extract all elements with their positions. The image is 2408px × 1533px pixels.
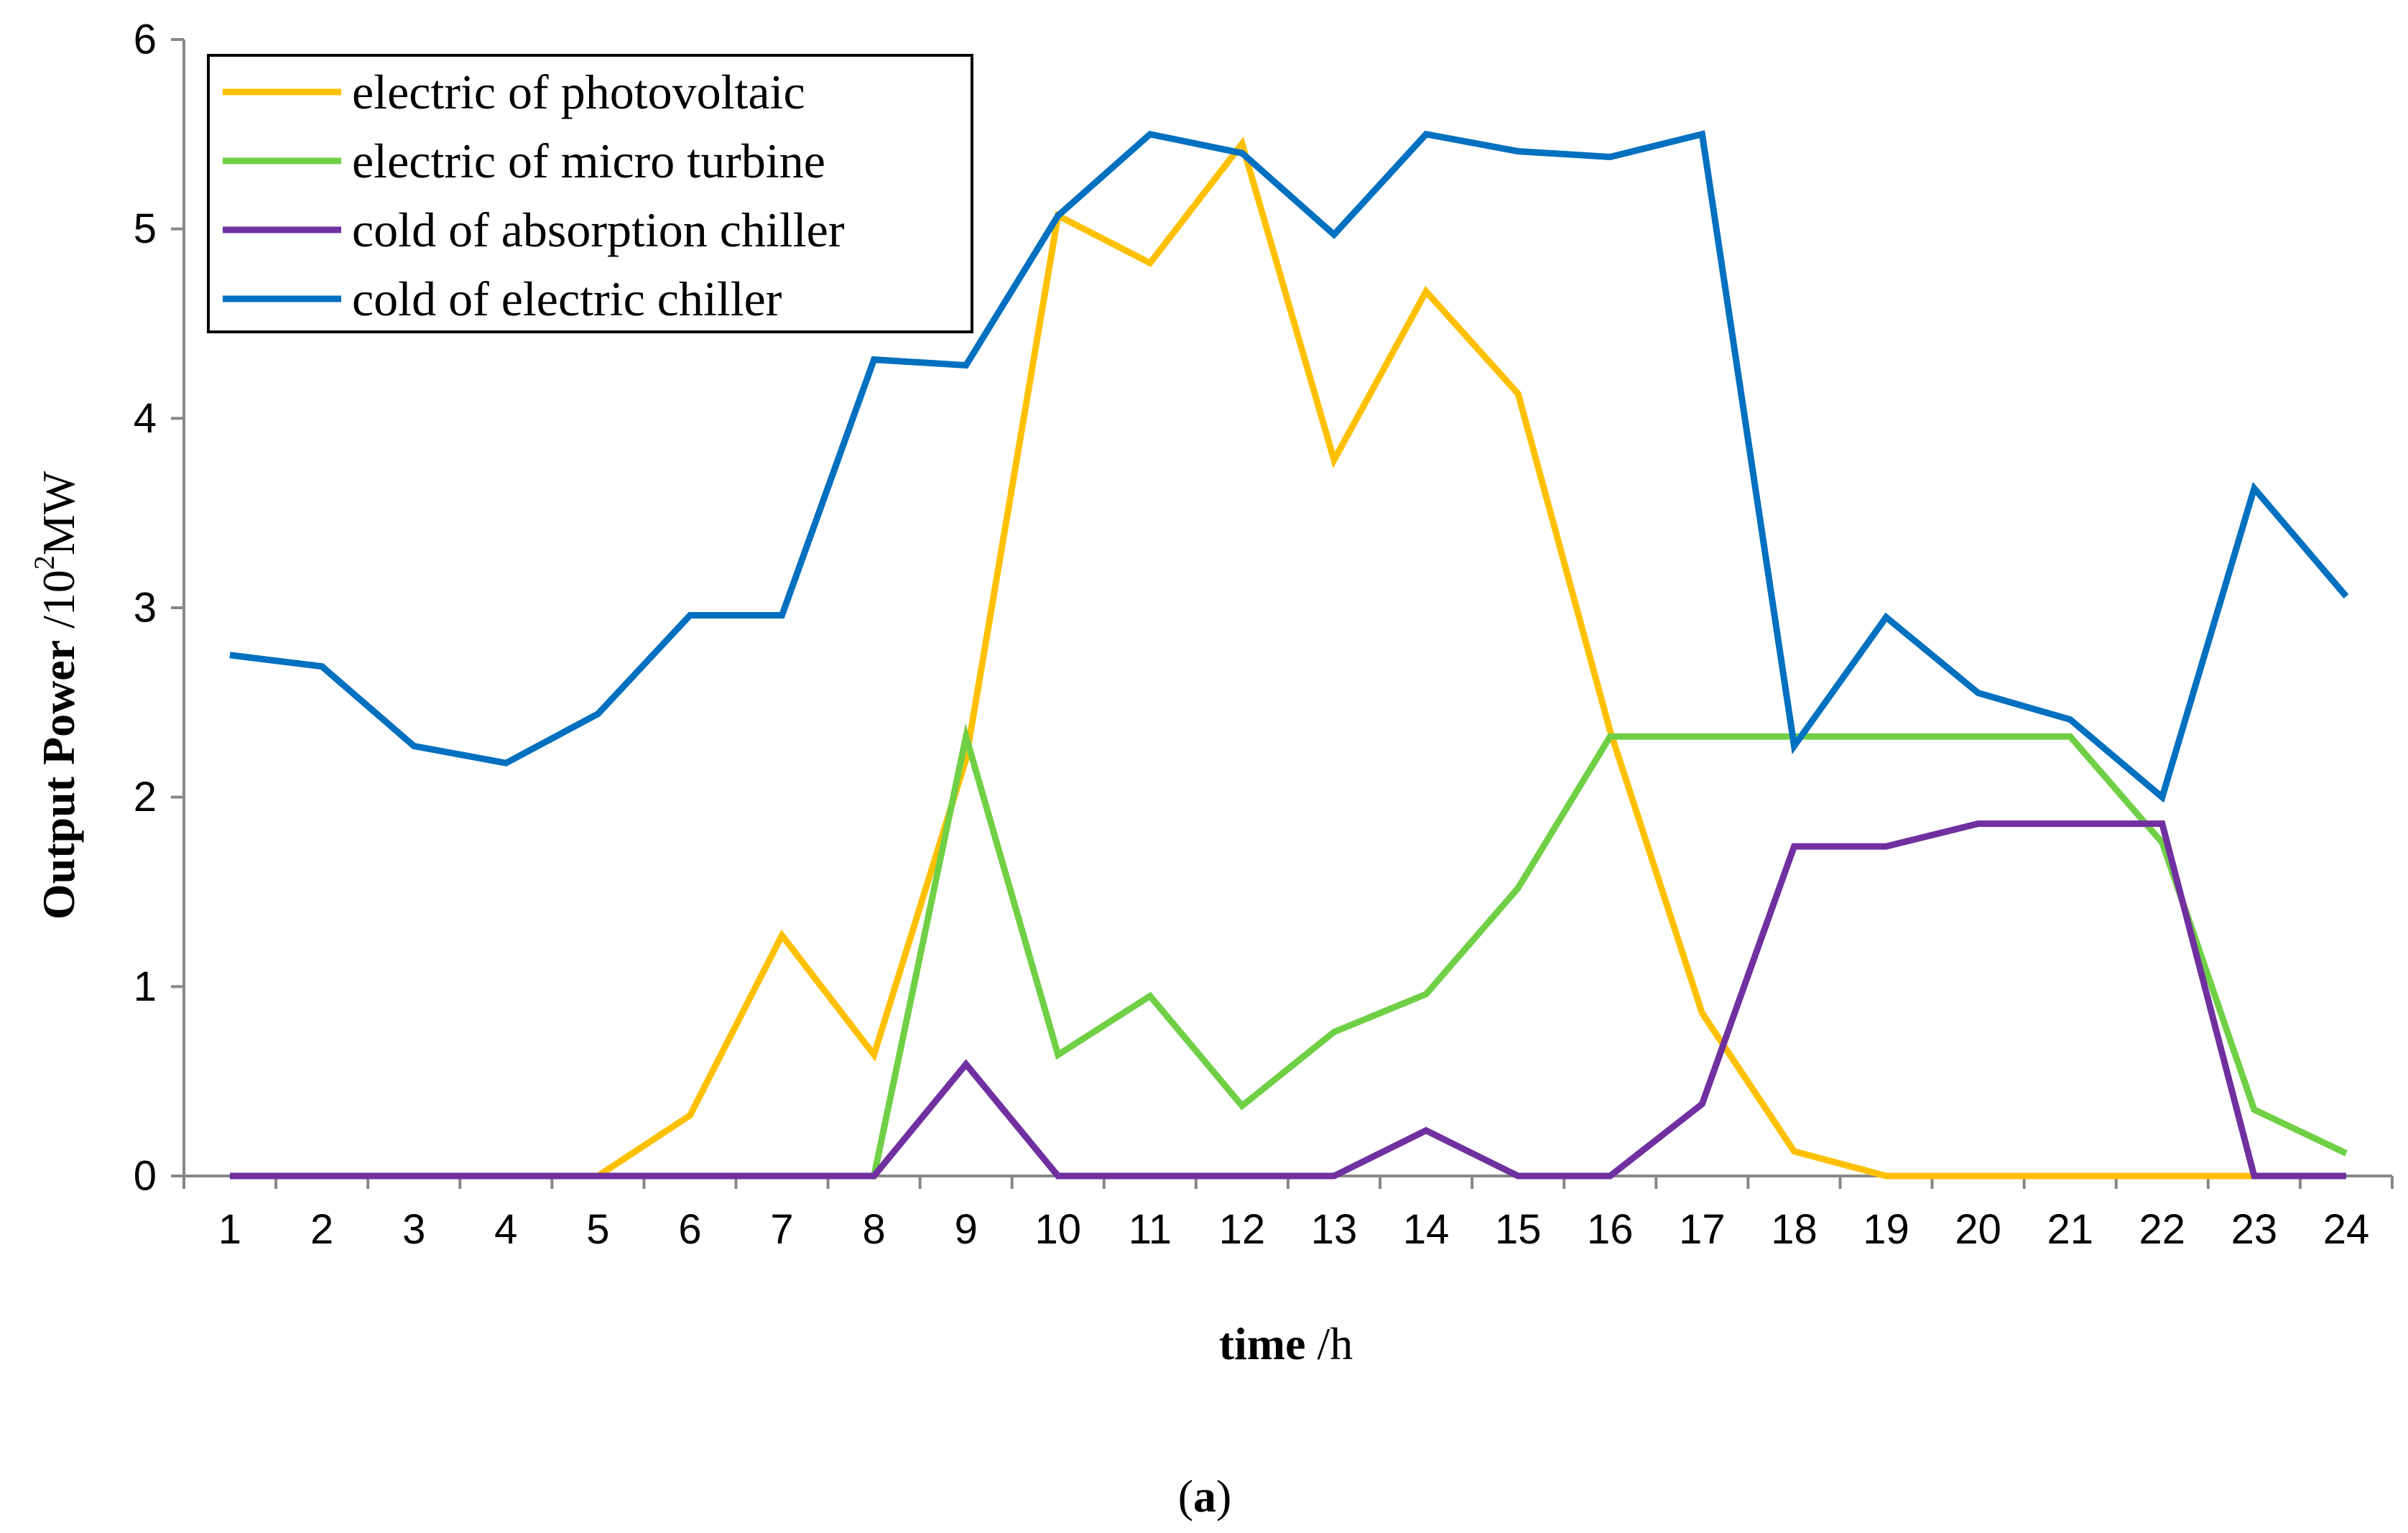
- legend-label-cold-of-electric-chiller: cold of electric chiller: [352, 272, 782, 326]
- series-line-cold-of-electric-chiller: [229, 130, 2349, 803]
- y-tick-label: 1: [134, 963, 157, 1010]
- legend-label-electric-of-micro-turbine: electric of micro turbine: [352, 134, 825, 188]
- x-tick-label: 7: [770, 1206, 793, 1253]
- x-tick-label: 8: [862, 1206, 885, 1253]
- figure-caption: (a): [1178, 1471, 1232, 1522]
- x-tick-label: 2: [310, 1206, 333, 1253]
- x-tick-label: 19: [1863, 1206, 1909, 1253]
- x-tick-label: 16: [1587, 1206, 1634, 1253]
- x-tick-label: 6: [678, 1206, 701, 1253]
- x-tick-label: 13: [1311, 1206, 1358, 1253]
- x-tick-label: 24: [2323, 1206, 2370, 1253]
- series-line-cold-of-absorption-chiller: [230, 820, 2346, 1180]
- x-tick-label: 14: [1403, 1206, 1450, 1253]
- series-line-electric-of-micro-turbine: [230, 723, 2348, 1180]
- x-tick-label: 4: [494, 1206, 517, 1253]
- x-tick-label: 22: [2139, 1206, 2186, 1253]
- x-tick-label: 17: [1679, 1206, 1726, 1253]
- x-tick-label: 15: [1495, 1206, 1542, 1253]
- x-tick-label: 21: [2047, 1206, 2093, 1253]
- x-axis-title: time /h: [1219, 1318, 1353, 1369]
- y-tick-label: 0: [134, 1153, 157, 1200]
- legend-items: electric of photovoltaic electric of micr…: [223, 65, 845, 326]
- y-tick-label: 6: [134, 17, 157, 63]
- x-tick-label: 23: [2231, 1206, 2278, 1253]
- series-lines: [229, 130, 2349, 1180]
- legend: electric of photovoltaic electric of micr…: [207, 54, 973, 333]
- x-tick-label: 5: [586, 1206, 609, 1253]
- x-tick-label: 20: [1955, 1206, 2001, 1253]
- x-tick-label: 1: [218, 1206, 241, 1253]
- x-tick-label: 18: [1771, 1206, 1817, 1253]
- y-tick-label: 4: [134, 395, 157, 442]
- y-tick-label: 2: [134, 774, 157, 820]
- legend-label-electric-of-photovoltaic: electric of photovoltaic: [352, 65, 805, 119]
- x-tick-label: 3: [402, 1206, 425, 1253]
- y-tick-label: 5: [134, 205, 157, 252]
- x-tick-label: 12: [1219, 1206, 1266, 1253]
- x-tick-label: 10: [1035, 1206, 1082, 1253]
- x-tick-label: 9: [955, 1206, 978, 1253]
- legend-box: [207, 54, 973, 333]
- x-tick-label: 11: [1129, 1206, 1172, 1253]
- y-axis-title: Output Power /102MW: [28, 471, 84, 920]
- legend-label-cold-of-absorption-chiller: cold of absorption chiller: [352, 203, 845, 257]
- y-tick-label: 3: [134, 585, 157, 631]
